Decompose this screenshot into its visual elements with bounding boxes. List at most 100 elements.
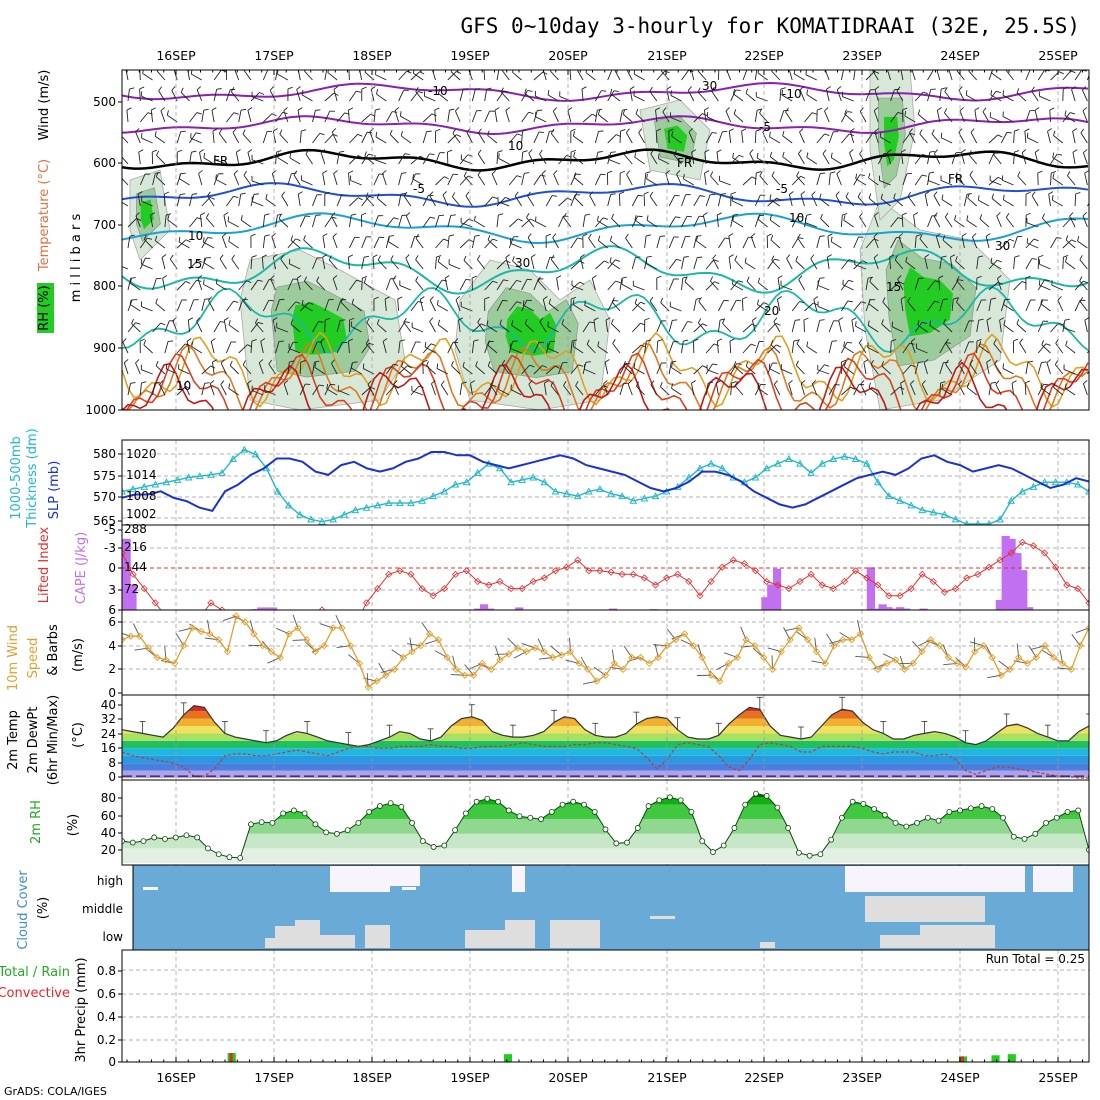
- temp-unit-label: (°C): [71, 722, 86, 748]
- rh-shade-core: [292, 302, 347, 355]
- wind-barb-flag: [316, 276, 320, 282]
- wind-barb: [189, 194, 193, 207]
- wind-barb: [941, 137, 953, 144]
- wind-barb-flag: [449, 234, 455, 237]
- wind-barb-flag: [289, 152, 292, 158]
- wind-barb: [351, 367, 362, 375]
- temp-band: [122, 755, 1089, 764]
- rh-point: [237, 854, 244, 861]
- wind-barb-flag: [961, 149, 966, 153]
- wind-barb: [791, 216, 799, 228]
- wind-barb: [822, 153, 830, 165]
- rh-point: [1021, 836, 1028, 842]
- slp-tick-label: 1020: [126, 447, 157, 461]
- wind-barb: [968, 154, 978, 165]
- wind-barb: [670, 95, 682, 102]
- wind-barb-flag: [296, 275, 302, 279]
- rh-band: [122, 797, 1089, 805]
- wind-barb-flag: [1056, 237, 1062, 239]
- wind-barb-flag: [516, 301, 522, 304]
- wind-barb: [874, 89, 879, 102]
- wind-barb: [693, 299, 697, 312]
- wind-barb: [214, 159, 227, 165]
- wind-barb-flag: [580, 254, 585, 258]
- wind-barb: [410, 155, 421, 165]
- wind-barb: [269, 90, 277, 102]
- wind-barb: [215, 178, 227, 186]
- wind-barb: [201, 383, 206, 396]
- wind-barb: [816, 364, 825, 375]
- wind-barb: [939, 89, 942, 102]
- cloud-cell: [865, 896, 985, 922]
- wind-barb: [1050, 172, 1052, 186]
- slp-tick-label: 1008: [126, 489, 157, 503]
- wind-barb-flag: [465, 278, 471, 281]
- wind-barb-flag: [597, 150, 603, 153]
- rh-point: [1032, 830, 1039, 837]
- wind-barb: [312, 362, 315, 375]
- cloud-cell: [465, 930, 505, 948]
- wind-barb-flag: [836, 86, 842, 91]
- wind-barb-flag: [904, 110, 907, 117]
- wind-barb: [732, 283, 744, 291]
- wind-barb-flag: [331, 359, 335, 364]
- wind-barb: [939, 342, 947, 354]
- rh-point: [914, 819, 920, 826]
- cape-bar: [901, 608, 911, 610]
- wind-barb: [496, 151, 499, 165]
- wind-barb-flag: [942, 235, 946, 241]
- wind-barb-flag: [522, 129, 528, 132]
- wind-barb-flag: [646, 255, 652, 258]
- wind-barb: [198, 173, 203, 186]
- wind-barb-flag: [810, 254, 815, 259]
- wind-barb: [129, 304, 141, 312]
- wind-barb: [632, 344, 642, 354]
- wind-barb: [459, 175, 469, 186]
- temp-contour-warm: [122, 331, 1089, 409]
- wind-barb: [574, 197, 584, 207]
- wind-barb: [717, 300, 725, 312]
- wind-barb-flag: [382, 170, 387, 174]
- wind-barb-flag: [607, 170, 613, 174]
- wind-barb: [779, 110, 785, 123]
- wind-barb: [841, 342, 848, 354]
- wind-barb-flag: [991, 193, 995, 199]
- wind-barb: [126, 110, 129, 123]
- temp-contour-label: -5: [759, 120, 771, 134]
- wind-barb-flag: [687, 86, 692, 91]
- rh-point: [344, 827, 351, 834]
- temp-tick-label: 0: [108, 770, 116, 784]
- wind-barb-flag: [505, 260, 511, 264]
- wind-barb-flag: [492, 238, 498, 242]
- precip-total-bar: [991, 1055, 1000, 1062]
- wind-barb-flag: [271, 233, 276, 237]
- wind-barb: [127, 299, 133, 312]
- wind-barb: [607, 134, 617, 144]
- rh-point: [122, 838, 125, 844]
- slp-tick-label: 1002: [126, 507, 157, 521]
- wind-barb: [665, 173, 670, 186]
- wind-barb: [336, 320, 341, 333]
- wind-barb: [178, 368, 190, 375]
- wind-barb: [868, 325, 879, 333]
- wind-barb: [933, 195, 941, 207]
- wind-barb-flag: [505, 196, 511, 200]
- wind-barb: [646, 178, 658, 186]
- wind-barb-flag: [716, 212, 722, 216]
- wind-barb: [141, 369, 153, 375]
- wind-barb: [670, 306, 682, 312]
- wind-barb: [484, 280, 494, 291]
- wind-barb-flag: [363, 277, 367, 283]
- wind-barb: [461, 159, 473, 165]
- wind-barb-flag: [629, 86, 635, 90]
- wind-barb-flag: [339, 150, 345, 153]
- wind-barb-flag: [412, 70, 415, 74]
- wind-barb: [655, 110, 658, 123]
- wind-barb: [799, 89, 805, 102]
- cape-bar: [1007, 538, 1016, 610]
- wind-barb: [186, 341, 190, 354]
- wind-barb-flag: [811, 112, 817, 115]
- wind-barb: [759, 112, 768, 123]
- wind-barb: [521, 364, 531, 375]
- wind-barb: [508, 280, 517, 291]
